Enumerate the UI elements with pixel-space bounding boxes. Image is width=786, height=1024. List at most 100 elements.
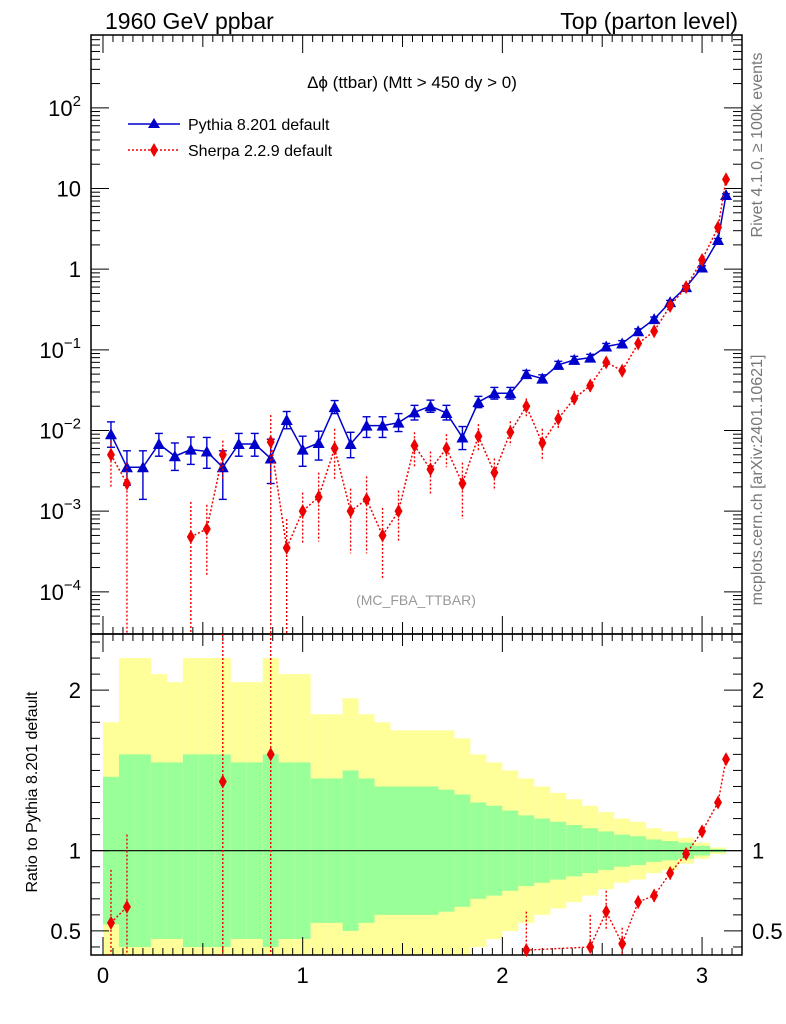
data-point (136, 461, 149, 473)
series-line (110, 454, 128, 484)
ratio-data-point (714, 795, 723, 810)
data-point (186, 529, 195, 544)
tick-exponent: −3 (64, 496, 81, 513)
data-point (360, 419, 373, 431)
ratio-data-point (666, 866, 675, 881)
tick-mantissa: 10 (48, 96, 72, 121)
ratio-data-point (618, 936, 627, 951)
ratio-y-tick-label-right: 0.5 (752, 919, 783, 944)
ratio-data-point (634, 895, 643, 910)
data-point (714, 220, 723, 235)
ratio-data-point (522, 943, 531, 958)
rivet-label: Rivet 4.1.0, ≥ 100k events (749, 53, 766, 238)
tick-exponent: 2 (73, 93, 81, 110)
data-point (520, 368, 533, 380)
tick-mantissa: 10 (39, 338, 63, 363)
data-point (378, 528, 387, 543)
data-point (168, 450, 181, 462)
data-point (424, 400, 437, 412)
data-point (554, 411, 563, 426)
data-point (490, 465, 499, 480)
data-point (570, 391, 579, 406)
main-y-tick-label: 10−3 (39, 496, 81, 524)
data-point (536, 372, 549, 384)
data-point (618, 363, 627, 378)
data-point (584, 351, 597, 363)
data-point (202, 522, 211, 537)
data-point (410, 438, 419, 453)
data-point (600, 340, 613, 352)
data-point (504, 387, 517, 399)
data-point (650, 324, 659, 339)
ratio-data-point (586, 939, 595, 954)
data-point (440, 406, 453, 418)
ratio-data-point (682, 846, 691, 861)
header-right: Top (parton level) (560, 8, 738, 34)
legend-sherpa-marker (150, 143, 158, 157)
ratio-x-tick-label: 2 (496, 963, 508, 988)
tick-mantissa: 10 (39, 499, 63, 524)
data-point (720, 189, 733, 201)
legend: Pythia 8.201 default Sherpa 2.2.9 defaul… (128, 117, 333, 160)
ratio-frame (90, 633, 743, 956)
data-point (346, 504, 355, 519)
ratio-data-point (122, 899, 131, 914)
main-y-tick-label: 10−4 (39, 577, 81, 605)
series-line (269, 179, 727, 551)
ratio-x-tick-label: 0 (97, 963, 109, 988)
data-point (264, 452, 277, 464)
data-point (312, 436, 325, 448)
main-y-tick-label: 102 (48, 93, 81, 121)
data-point (408, 406, 421, 418)
series-line (110, 194, 727, 469)
data-point (330, 441, 339, 456)
ratio-y-tick-label-right: 2 (752, 678, 764, 703)
ratio-data-point (106, 915, 115, 930)
data-point (488, 387, 501, 399)
watermark: (MC_FBA_TTBAR) (356, 592, 476, 608)
ratio-data-point (602, 904, 611, 919)
data-point (232, 438, 245, 450)
data-point (122, 476, 131, 491)
data-point (314, 489, 323, 504)
data-point (552, 358, 565, 370)
data-point (376, 419, 389, 431)
chart-title: Δϕ (ttbar) (Mtt > 450 dy > 0) (307, 73, 517, 92)
ratio-data-point (722, 752, 731, 767)
data-point (104, 428, 117, 440)
data-point (666, 298, 675, 313)
tick-exponent: −4 (64, 577, 81, 594)
data-point (586, 378, 595, 393)
data-point (538, 435, 547, 450)
data-point (698, 252, 707, 267)
ratio-x-tick-label: 1 (297, 963, 309, 988)
ratio-y-tick-label-right: 1 (752, 839, 764, 864)
data-point (328, 401, 341, 413)
ratio-data-point (650, 888, 659, 903)
data-point (152, 438, 165, 450)
main-y-tick-label: 10 (57, 177, 81, 202)
tick-mantissa: 10 (39, 580, 63, 605)
tick-mantissa: 1 (69, 257, 81, 282)
data-point (298, 504, 307, 519)
ratio-y-tick-label: 0.5 (50, 919, 81, 944)
tick-exponent: −1 (64, 335, 81, 352)
data-point (682, 280, 691, 295)
data-point (456, 431, 469, 443)
data-point (712, 233, 725, 245)
data-point (474, 429, 483, 444)
ratio-x-tick-label: 3 (696, 963, 708, 988)
legend-pythia-marker (148, 118, 160, 128)
data-point (266, 435, 275, 450)
header-left: 1960 GeV ppbar (105, 8, 274, 34)
data-point (282, 540, 291, 555)
legend-pythia-label: Pythia 8.201 default (188, 117, 330, 134)
data-point (248, 438, 261, 450)
data-point (184, 443, 197, 455)
data-point (648, 313, 661, 325)
ratio-plot-area: 0 1 2 3 0.5 0.5 1 1 2 2 (50, 633, 783, 988)
data-point (442, 441, 451, 456)
series-sherpa (106, 172, 731, 634)
ratio-y-tick-label: 2 (69, 678, 81, 703)
